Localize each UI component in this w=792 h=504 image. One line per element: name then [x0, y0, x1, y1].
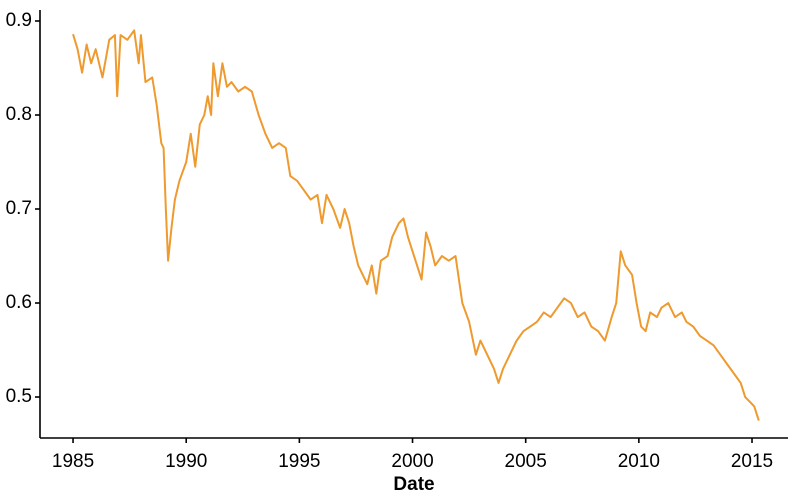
x-tick-label: 1995: [278, 451, 320, 472]
y-tick-label: 0.6: [6, 292, 32, 313]
x-axis-label: Date: [393, 474, 434, 495]
x-tick-label: 2015: [731, 451, 773, 472]
data-line: [72, 29, 760, 421]
x-tick-label: 2010: [618, 451, 660, 472]
x-tick-label: 1985: [52, 451, 94, 472]
y-tick-label: 0.5: [6, 386, 32, 407]
y-tick-label: 0.7: [6, 198, 32, 219]
y-tick-label: 0.9: [6, 10, 32, 31]
x-tick-label: 2005: [505, 451, 547, 472]
x-tick-label: 2000: [391, 451, 433, 472]
x-tick-label: 1990: [165, 451, 207, 472]
y-tick-label: 0.8: [6, 104, 32, 125]
